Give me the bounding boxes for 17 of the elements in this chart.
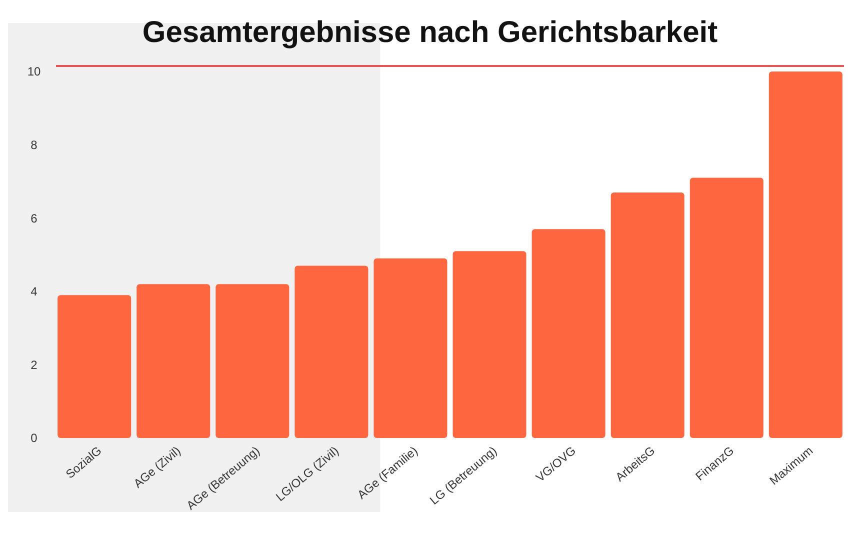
bar	[532, 229, 606, 438]
bar	[58, 295, 132, 438]
y-tick-label: 0	[30, 431, 38, 446]
bar	[768, 72, 842, 438]
y-tick-label: 10	[27, 64, 41, 79]
y-tick-label: 6	[30, 211, 38, 226]
bar	[452, 251, 526, 438]
y-tick-label: 4	[30, 284, 38, 299]
bar	[690, 178, 764, 438]
bar	[136, 284, 210, 438]
y-tick-label: 2	[30, 358, 38, 372]
bar	[610, 192, 684, 438]
y-tick-label: 8	[30, 138, 38, 152]
bar	[374, 258, 448, 438]
chart-title: Gesamtergebnisse nach Gerichtsbarkeit	[142, 16, 718, 49]
bar	[216, 284, 290, 438]
bar	[294, 266, 368, 438]
